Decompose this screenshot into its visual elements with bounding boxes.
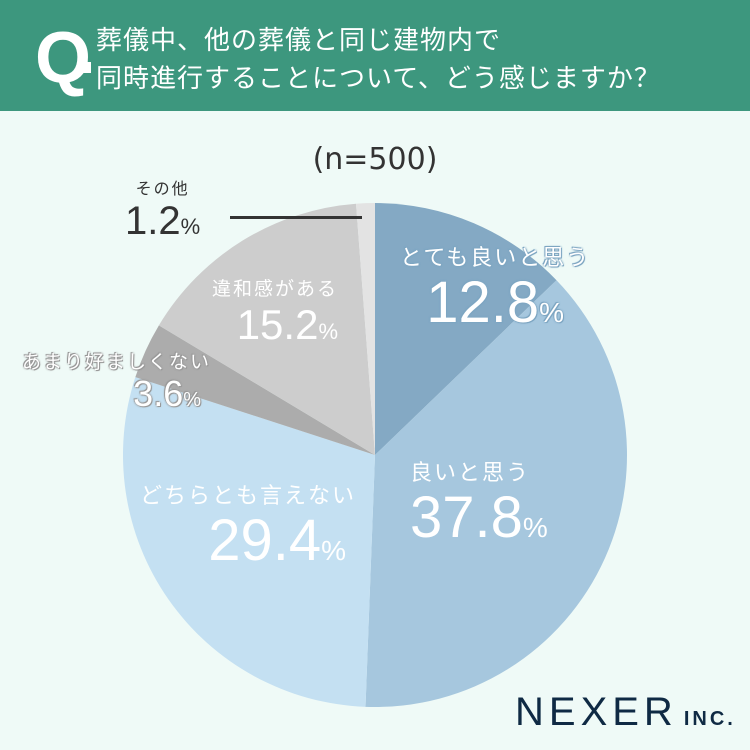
category-label: あまり好ましくない bbox=[22, 351, 212, 373]
pie-slice bbox=[375, 203, 557, 455]
value-label: 3.6% bbox=[133, 373, 202, 414]
question-line-1: 葬儀中、他の葬儀と同じ建物内で bbox=[96, 26, 502, 56]
question-line-2: 同時進行することについて、どう感じますか？ bbox=[96, 64, 661, 94]
category-label: どちらとも言えない bbox=[140, 484, 357, 509]
pie-slice bbox=[365, 280, 627, 707]
nexer-logo: NEXER INC. bbox=[515, 690, 736, 734]
q-mark: Q bbox=[35, 18, 92, 98]
value-label: 12.8% bbox=[426, 270, 565, 335]
leader-line bbox=[230, 216, 362, 219]
slice-label-neutral: どちらとも言えない 29.4% bbox=[140, 478, 356, 582]
pie-slice bbox=[123, 377, 375, 707]
slice-label-other: その他 1.2% bbox=[125, 175, 200, 249]
slice-label-uncomfortable: 違和感がある 15.2% bbox=[212, 274, 338, 356]
sample-size: (n=500) bbox=[312, 142, 438, 177]
pie-slice bbox=[356, 203, 375, 455]
value-label: 37.8% bbox=[410, 485, 548, 550]
category-label: その他 bbox=[135, 179, 190, 198]
category-label: とても良いと思う bbox=[400, 246, 591, 271]
category-label: 違和感がある bbox=[212, 278, 339, 300]
slice-label-good: 良いと思う 37.8% bbox=[410, 455, 548, 559]
pie-slice bbox=[158, 203, 375, 455]
question-header: Q 葬儀中、他の葬儀と同じ建物内で 同時進行することについて、どう感じますか？ bbox=[0, 0, 750, 111]
value-label: 1.2% bbox=[125, 199, 201, 243]
value-label: 29.4% bbox=[208, 508, 347, 573]
slice-label-not-preferable: あまり好ましくない 3.6% bbox=[22, 347, 211, 420]
q-dot bbox=[80, 62, 91, 73]
slice-label-very-good: とても良いと思う 12.8% bbox=[400, 240, 590, 344]
category-label: 良いと思う bbox=[410, 461, 531, 486]
value-label: 15.2% bbox=[236, 301, 339, 348]
pie-slice bbox=[135, 325, 375, 455]
